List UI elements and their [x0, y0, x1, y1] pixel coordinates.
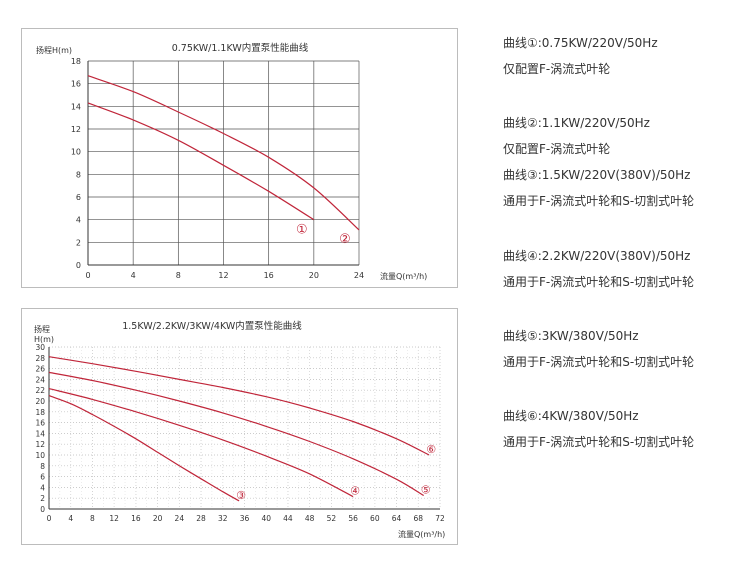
chart-2-ylabel-line1: 扬程 [34, 324, 50, 334]
desc-line: 曲线④:2.2KW/220V(380V)/50Hz [503, 249, 691, 263]
desc-line: 通用于F-涡流式叶轮和S-切割式叶轮 [503, 355, 695, 369]
y-tick-label: 0 [76, 261, 81, 270]
y-tick-label: 14 [71, 102, 81, 111]
x-tick-label: 4 [131, 271, 136, 280]
chart-1-svg: 0.75KW/1.1KW内置泵性能曲线 扬程H(m) 流量Q(m³/h) 0 4 8… [36, 42, 427, 281]
x-tick-label: 20 [153, 514, 163, 523]
y-tick-label: 28 [35, 354, 45, 363]
x-tick-label: 64 [392, 514, 402, 523]
desc-group-1: 曲线①:0.75KW/220V/50Hz 仅配置F-涡流式叶轮 [503, 30, 743, 110]
desc-line: 曲线⑤:3KW/380V/50Hz [503, 329, 639, 343]
series-line-1 [48, 395, 240, 502]
y-tick-label: 24 [35, 375, 45, 384]
desc-group-2: 曲线②:1.1KW/220V/50Hz 仅配置F-涡流式叶轮 曲线③:1.5KW… [503, 110, 743, 243]
series-marker-label-2: ② [339, 232, 351, 247]
desc-line: 曲线③:1.5KW/220V(380V)/50Hz [503, 168, 691, 182]
curve-description-list: 曲线①:0.75KW/220V/50Hz 仅配置F-涡流式叶轮 曲线②:1.1K… [503, 30, 743, 455]
x-tick-label: 4 [68, 514, 73, 523]
y-tick-label: 4 [76, 216, 81, 225]
y-tick-label: 16 [71, 80, 81, 89]
x-tick-label: 8 [90, 514, 95, 523]
x-tick-label: 48 [305, 514, 315, 523]
x-tick-label: 44 [283, 514, 293, 523]
series-marker-label-2: ④ [350, 485, 360, 498]
y-tick-label: 0 [40, 505, 45, 514]
y-tick-label: 14 [35, 429, 45, 438]
desc-line: 仅配置F-涡流式叶轮 [503, 62, 611, 76]
y-tick-label: 6 [76, 193, 81, 202]
y-tick-label: 2 [40, 494, 45, 503]
desc-group-5: 曲线⑥:4KW/380V/50Hz 通用于F-涡流式叶轮和S-切割式叶轮 [503, 403, 743, 455]
series-marker-label-1: ① [296, 223, 308, 238]
series-marker-label-4: ⑥ [426, 443, 436, 456]
chart-2-ylabel-line2: H(m) [34, 335, 54, 344]
y-tick-label: 22 [35, 386, 45, 395]
x-tick-label: 72 [435, 514, 445, 523]
series-line-1 [87, 102, 315, 221]
x-tick-label: 24 [354, 271, 364, 280]
x-tick-label: 0 [47, 514, 52, 523]
desc-line: 曲线②:1.1KW/220V/50Hz [503, 116, 650, 130]
series-marker-label-3: ⑤ [421, 484, 431, 497]
desc-group-4: 曲线⑤:3KW/380V/50Hz 通用于F-涡流式叶轮和S-切割式叶轮 [503, 323, 743, 403]
desc-line: 曲线①:0.75KW/220V/50Hz [503, 36, 658, 50]
y-tick-label: 10 [35, 451, 45, 460]
y-tick-label: 18 [35, 408, 45, 417]
desc-line: 曲线⑥:4KW/380V/50Hz [503, 409, 639, 423]
x-tick-label: 16 [264, 271, 274, 280]
x-tick-label: 20 [309, 271, 319, 280]
series-line-2 [48, 388, 354, 498]
desc-line: 通用于F-涡流式叶轮和S-切割式叶轮 [503, 275, 695, 289]
chart-2-svg: 1.5KW/2.2KW/3KW/4KW内置泵性能曲线 扬程 H(m) 流量Q(m… [34, 320, 445, 539]
y-tick-label: 10 [71, 148, 81, 157]
desc-line: 仅配置F-涡流式叶轮 [503, 142, 611, 156]
chart-1-title: 0.75KW/1.1KW内置泵性能曲线 [172, 42, 309, 54]
x-tick-label: 0 [85, 271, 90, 280]
desc-line: 通用于F-涡流式叶轮和S-切割式叶轮 [503, 194, 695, 208]
chart-panel-1: 0.75KW/1.1KW内置泵性能曲线 扬程H(m) 流量Q(m³/h) 0 4 8… [21, 28, 458, 288]
y-tick-label: 18 [71, 57, 81, 66]
series-marker-label-1: ③ [236, 489, 246, 502]
x-tick-label: 36 [240, 514, 250, 523]
chart-1-ylabel: 扬程H(m) [36, 45, 72, 55]
x-tick-label: 8 [176, 271, 181, 280]
y-tick-label: 26 [35, 365, 45, 374]
series-line-2 [87, 75, 360, 231]
x-tick-label: 16 [131, 514, 141, 523]
desc-line: 通用于F-涡流式叶轮和S-切割式叶轮 [503, 435, 695, 449]
x-tick-label: 52 [327, 514, 337, 523]
chart-2-xlabel: 流量Q(m³/h) [398, 529, 445, 539]
y-tick-label: 4 [40, 483, 45, 492]
y-tick-label: 12 [71, 125, 81, 134]
y-tick-label: 8 [76, 170, 81, 179]
y-tick-label: 8 [40, 462, 45, 471]
chart-1-xlabel: 流量Q(m³/h) [380, 271, 427, 281]
y-tick-label: 6 [40, 473, 45, 482]
x-tick-label: 28 [196, 514, 206, 523]
x-tick-label: 12 [109, 514, 119, 523]
x-tick-label: 24 [175, 514, 185, 523]
y-tick-label: 2 [76, 238, 81, 247]
x-tick-label: 60 [370, 514, 380, 523]
y-tick-label: 16 [35, 419, 45, 428]
x-tick-label: 56 [348, 514, 358, 523]
series-line-3 [48, 371, 425, 497]
y-tick-label: 20 [35, 397, 45, 406]
x-tick-label: 68 [414, 514, 424, 523]
x-tick-label: 12 [218, 271, 228, 280]
series-line-4 [48, 356, 430, 456]
chart-panel-2: 1.5KW/2.2KW/3KW/4KW内置泵性能曲线 扬程 H(m) 流量Q(m… [21, 308, 458, 545]
x-tick-label: 40 [261, 514, 271, 523]
y-tick-label: 12 [35, 440, 45, 449]
chart-2-title: 1.5KW/2.2KW/3KW/4KW内置泵性能曲线 [122, 320, 302, 332]
y-tick-label: 30 [35, 343, 45, 352]
desc-group-3: 曲线④:2.2KW/220V(380V)/50Hz 通用于F-涡流式叶轮和S-切… [503, 243, 743, 323]
x-tick-label: 32 [218, 514, 228, 523]
